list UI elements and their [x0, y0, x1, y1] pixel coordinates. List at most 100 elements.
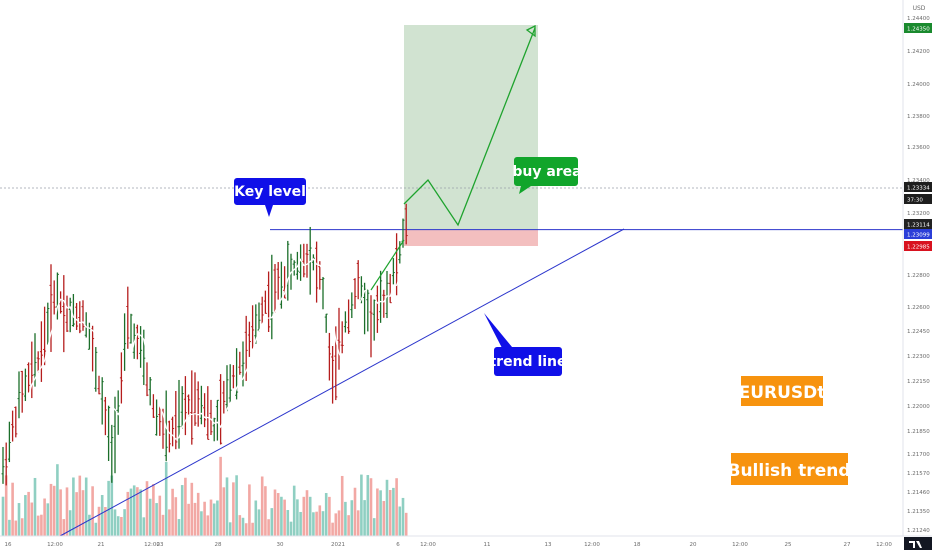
volume-bar: [347, 515, 350, 536]
ohlc-bar: [68, 297, 72, 333]
ohlc-bar: [7, 421, 11, 463]
volume-bar: [340, 475, 344, 536]
volume-bar: [312, 512, 315, 536]
volume-bar: [376, 488, 379, 536]
volume-bar: [280, 496, 283, 536]
volume-bar: [113, 509, 117, 536]
price-tick-label: 1.22000: [907, 404, 930, 410]
ohlc-bar: [273, 264, 277, 313]
ohlc-bar: [151, 394, 155, 418]
projection-arrow-head: [525, 24, 536, 38]
ohlc-bar: [123, 313, 127, 371]
ohlc-bar: [52, 280, 56, 315]
ohlc-bar: [11, 410, 15, 442]
volume-bar: [171, 488, 174, 536]
ohlc-bar: [350, 292, 354, 319]
ohlc-bar: [225, 365, 229, 412]
volume-bar: [120, 516, 123, 536]
ohlc-bar: [148, 377, 152, 406]
volume-bar: [142, 517, 146, 536]
price-tick-label: 1.24000: [907, 82, 930, 88]
volume-bar: [187, 503, 190, 536]
volume-bar: [344, 501, 347, 536]
volume-bar: [168, 509, 171, 536]
volume-bar: [398, 506, 402, 536]
volume-bar: [52, 485, 56, 536]
volume-bar: [164, 462, 168, 536]
ohlc-bar: [199, 385, 203, 425]
price-badge: 1.23334: [904, 182, 932, 192]
ohlc-bar: [356, 260, 360, 300]
volume-bar: [404, 512, 408, 536]
volume-bar: [228, 522, 232, 536]
ohlc-bar: [78, 301, 82, 334]
ohlc-bar: [343, 311, 347, 333]
volume-bar: [369, 478, 373, 536]
bullish-trend-label: Bullish trend: [728, 461, 851, 481]
price-tick-label: 1.22450: [907, 329, 930, 335]
price-badge-label: 1.24350: [907, 27, 930, 33]
volume-bar: [299, 511, 302, 536]
volume-bar: [264, 486, 267, 536]
time-tick-label: 18: [634, 542, 641, 548]
volume-bar: [155, 503, 158, 536]
ohlc-bar: [183, 376, 187, 436]
volume-bar: [27, 491, 30, 536]
volume-bar: [59, 489, 62, 536]
ohlc-bar: [353, 278, 357, 309]
volume-bar: [305, 490, 309, 536]
volume-bar: [72, 477, 75, 536]
volume-bar: [238, 515, 242, 536]
ohlc-bar: [180, 386, 184, 429]
price-tick-label: 1.22800: [907, 273, 930, 279]
ohlc-bar: [257, 302, 261, 333]
volume-bar: [14, 520, 18, 536]
price-tick-label: 1.21240: [907, 528, 930, 534]
volume-bar: [276, 493, 280, 536]
ohlc-bar: [398, 241, 402, 264]
ohlc-bar: [62, 275, 66, 353]
volume-bar: [136, 487, 139, 536]
volume-bar: [395, 478, 398, 536]
price-tick-label: 1.22150: [907, 379, 930, 385]
ohlc-bar: [30, 341, 34, 399]
ohlc-bar: [254, 304, 258, 344]
ohlc-bar: [20, 370, 24, 413]
price-axis-ticks: 1.21240 1.21350 1.21460 1.21570 1.21700 1.218…: [907, 16, 930, 534]
ohlc-bar: [292, 260, 296, 276]
ohlc-bar: [366, 289, 370, 332]
volume-bar: [190, 482, 194, 536]
volume-bar: [196, 492, 200, 536]
ohlc-bar: [206, 386, 210, 440]
ohlc-bar: [36, 351, 40, 373]
volume-bar: [68, 510, 72, 536]
ohlc-bar: [49, 264, 53, 352]
ohlc-bar: [65, 295, 69, 332]
volume-bar: [337, 510, 341, 536]
ohlc-bar: [267, 271, 271, 333]
volume-bar: [302, 496, 306, 536]
ohlc-bar: [81, 300, 85, 331]
ohlc-bar: [27, 362, 31, 393]
volume-bar: [321, 511, 325, 536]
volume-bar: [97, 506, 101, 536]
ohlc-bar: [17, 371, 21, 419]
ohlc-bar: [228, 364, 232, 403]
volume-bar: [174, 497, 178, 536]
time-tick-label: 27: [844, 542, 851, 548]
ohlc-bar: [375, 285, 379, 333]
volume-bar: [56, 464, 59, 536]
volume-bar: [184, 477, 187, 536]
ohlc-bar: [196, 381, 200, 427]
volume-bar: [200, 511, 203, 536]
moving-average: [15, 251, 407, 448]
price-tick-label: 1.21350: [907, 509, 930, 515]
time-tick-label: 20: [690, 542, 697, 548]
time-tick-label: 16: [5, 542, 12, 548]
ohlc-bar: [324, 313, 328, 333]
volume-bar: [292, 485, 296, 536]
volume-bar: [366, 475, 370, 536]
